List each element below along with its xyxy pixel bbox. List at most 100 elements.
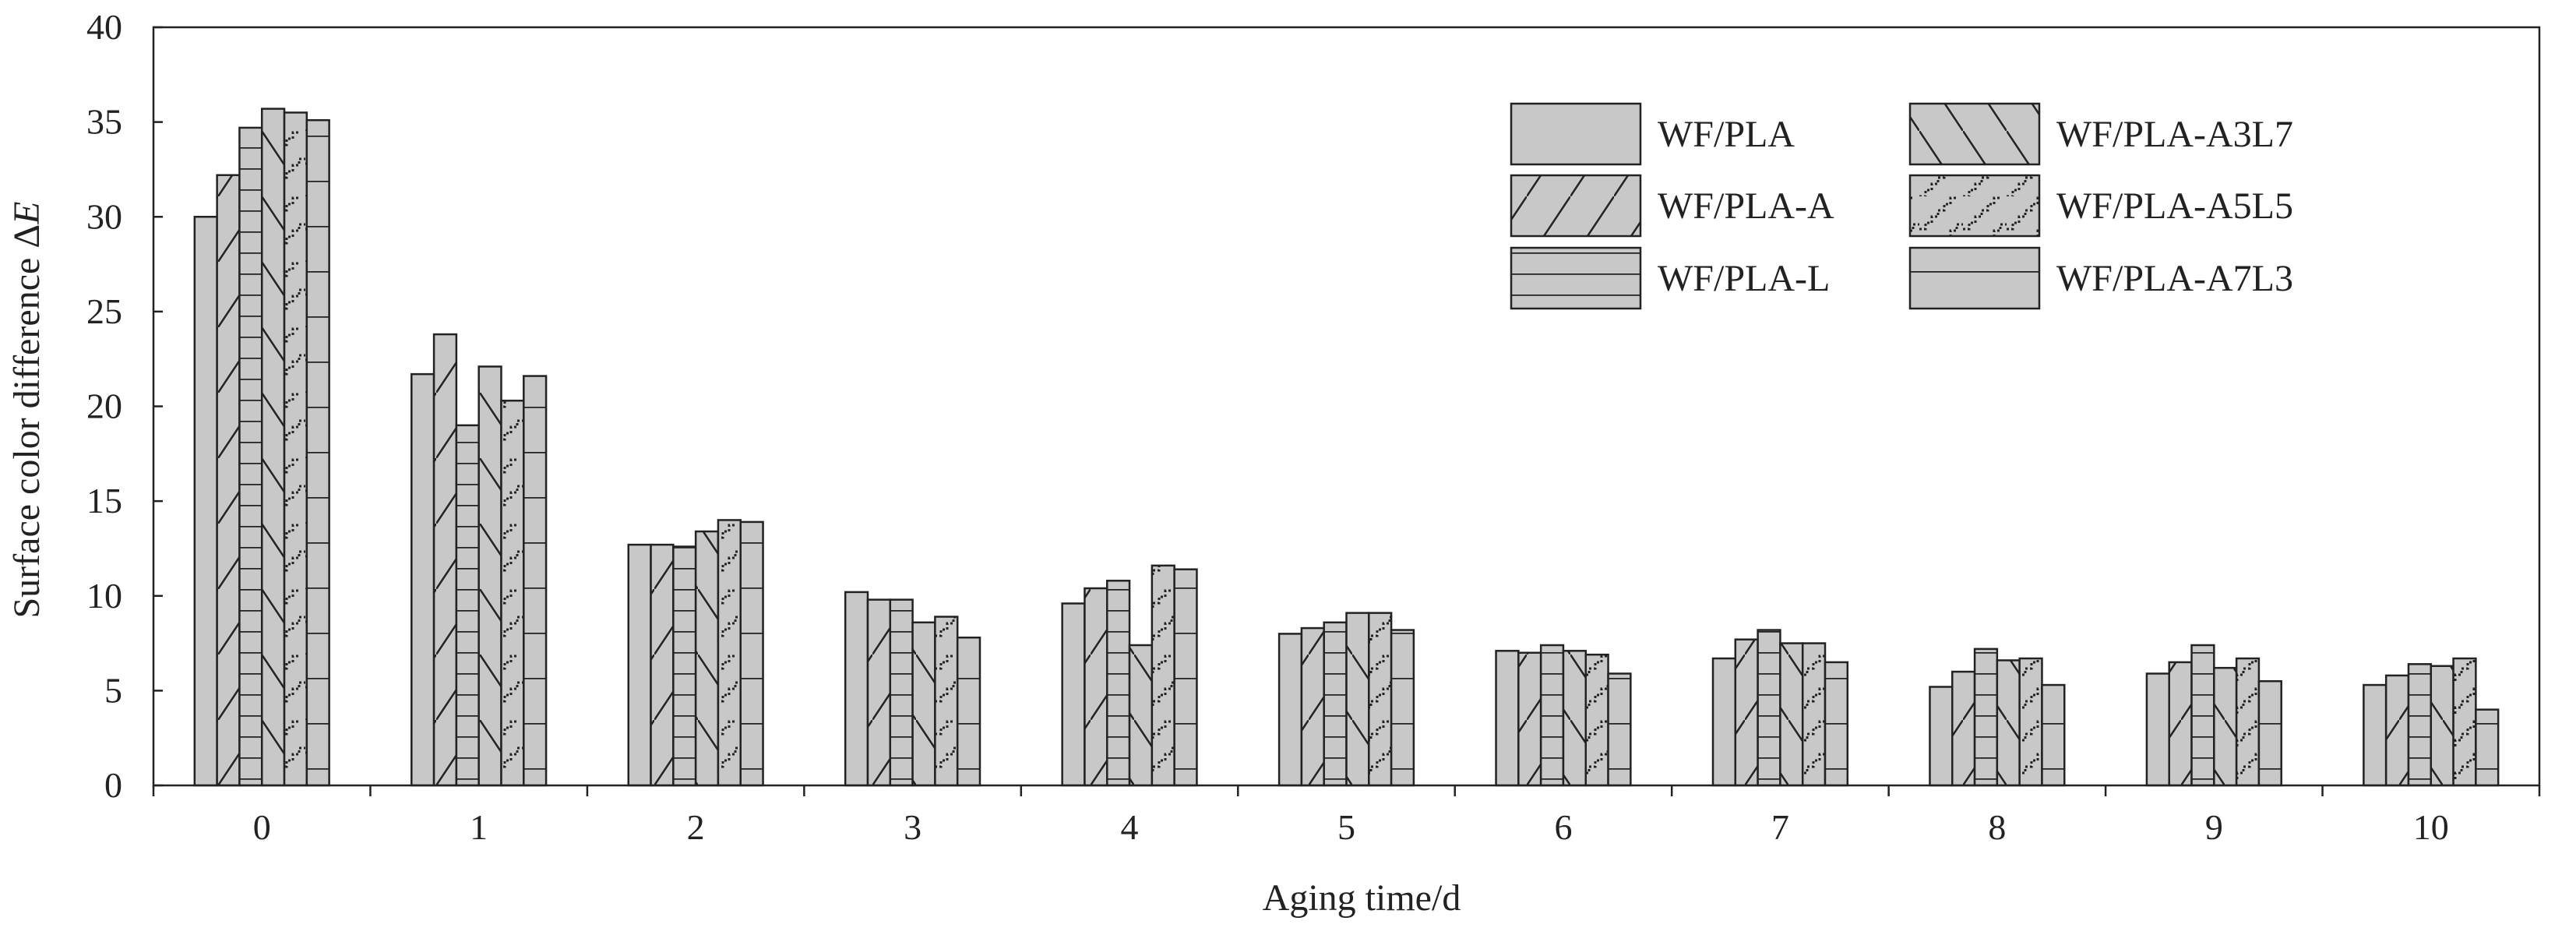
bar-wf-pla-a7l3-day-2 [739,520,764,787]
x-tick-label: 10 [2413,807,2449,847]
bar-wf-pla-a7l3-day-9 [2257,679,2282,787]
bar-wf-pla-l-day-0 [238,126,263,787]
bar-wf-pla-a7l3-day-3 [956,637,981,787]
bar-wf-pla-a5l5-day-6 [1584,653,1609,787]
legend-label-wf-pla: WF/PLA [1658,114,1795,155]
bar-wf-pla-a7l3-day-0 [305,118,330,787]
y-tick-label: 30 [86,196,122,236]
y-tick-label: 35 [86,102,122,142]
y-tick-label: 15 [86,481,122,520]
bar-wf-pla-a-day-5 [1300,626,1325,787]
bar-wf-pla-day-9 [2145,672,2170,787]
legend-swatch-wf-pla-a7l3 [1908,246,2041,310]
x-tick-label: 3 [904,807,922,847]
bar-wf-pla-l-day-9 [2190,644,2215,787]
y-tick-label: 5 [104,670,122,710]
bar-wf-pla-a5l5-day-0 [283,111,308,787]
bar-wf-pla-day-10 [2363,683,2387,787]
y-tick-label: 40 [86,7,122,47]
bar-wf-pla-l-day-4 [1106,580,1131,787]
bar-wf-pla-day-5 [1277,633,1303,787]
y-tick-label: 10 [86,576,122,616]
bar-wf-pla-a3l7-day-4 [1128,644,1154,787]
legend-swatch-wf-pla-a [1510,174,1642,238]
bar-wf-pla-l-day-7 [1757,629,1781,787]
bar-wf-pla-a3l7-day-10 [2430,665,2454,787]
axis-layer: 0 5 10 15 20 25 30 35 40 0 1 2 3 4 5 6 7 8 9 10 [86,7,2541,847]
bar-wf-pla-l-day-1 [455,424,480,787]
x-tick-label: 6 [1554,807,1572,847]
x-axis-label: Aging time/d [1263,877,1461,919]
bar-wf-pla-l-day-10 [2407,663,2433,787]
bar-wf-pla-a-day-8 [1951,670,1976,787]
bar-wf-pla-a-day-2 [650,543,675,787]
bar-wf-pla-day-1 [411,372,435,787]
x-tick-label: 9 [2205,807,2223,847]
bar-wf-pla-l-day-3 [889,598,914,787]
bar-wf-pla-a5l5-day-3 [934,616,959,787]
bar-wf-pla-a3l7-day-0 [260,108,286,787]
x-tick-label: 8 [1988,807,2006,847]
legend-label-wf-pla-a5l5: WF/PLA-A5L5 [2056,185,2293,227]
bar-wf-pla-a-day-6 [1517,651,1542,787]
x-tick-label: 1 [470,807,488,847]
bar-wf-pla-a-day-0 [216,174,241,787]
bar-wf-pla-a7l3-day-6 [1607,672,1632,787]
bar-wf-pla-day-0 [193,216,218,787]
bar-wf-pla-l-day-6 [1539,644,1565,787]
bar-wf-pla-l-day-8 [1973,647,1999,787]
bars-layer [193,108,2500,787]
legend-label-wf-pla-a3l7: WF/PLA-A3L7 [2056,114,2293,155]
bar-wf-pla-a3l7-day-3 [911,621,936,787]
bar-wf-pla-a-day-1 [432,333,458,787]
bar-wf-pla-a5l5-day-7 [1801,642,1827,787]
bar-wf-pla-day-3 [844,591,869,787]
bar-wf-pla-a5l5-day-10 [2452,657,2477,787]
bar-wf-pla-a3l7-day-2 [694,530,720,787]
x-tick-label: 7 [1771,807,1789,847]
bar-wf-pla-day-7 [1711,657,1737,787]
legend-label-wf-pla-l: WF/PLA-L [1658,258,1830,299]
bar-wf-pla-a7l3-day-10 [2475,708,2500,787]
legend-label-wf-pla-a7l3: WF/PLA-A7L3 [2056,258,2293,299]
bar-wf-pla-a5l5-day-5 [1368,612,1393,787]
x-tick-label: 0 [253,807,271,847]
x-tick-label: 5 [1337,807,1355,847]
bar-wf-pla-a3l7-day-6 [1562,650,1587,787]
bar-wf-pla-a5l5-day-9 [2235,657,2261,787]
legend-swatch-wf-pla-l [1510,246,1642,310]
bar-wf-pla-a3l7-day-1 [477,365,502,787]
bar-wf-pla-a-day-7 [1734,638,1759,787]
bar-wf-pla-a7l3-day-1 [523,375,548,787]
bar-wf-pla-a5l5-day-4 [1151,564,1175,787]
bar-wf-pla-a3l7-day-8 [1996,659,2021,787]
bar-wf-pla-a5l5-day-8 [2018,657,2043,787]
x-tick-label: 2 [687,807,705,847]
bar-wf-pla-day-6 [1495,650,1520,787]
legend-swatch-wf-pla-a5l5 [1908,174,2041,238]
bar-wf-pla-a3l7-day-7 [1779,642,1804,787]
bar-wf-pla-a7l3-day-7 [1824,661,1849,787]
bar-wf-pla-a-day-10 [2384,674,2410,787]
bar-wf-pla-l-day-5 [1323,621,1348,787]
y-axis-label: Surface color difference ΔE [6,201,48,618]
bar-wf-pla-a-day-4 [1084,587,1108,787]
legend-swatch-wf-pla [1510,102,1642,166]
legend: WF/PLA WF/PLA-A WF/PLA-L WF/PLA-A3L7 WF/PLA-… [1510,102,2293,310]
bar-wf-pla-day-4 [1061,602,1086,787]
bar-wf-pla-a-day-3 [866,598,892,787]
bar-wf-pla-a3l7-day-9 [2213,666,2238,787]
x-tick-label: 4 [1121,807,1139,847]
y-tick-label: 0 [104,765,122,805]
bar-wf-pla-day-2 [627,543,652,787]
bar-wf-pla-a3l7-day-5 [1345,612,1370,787]
legend-label-wf-pla-a: WF/PLA-A [1658,185,1834,227]
legend-swatch-wf-pla-a3l7 [1908,102,2041,166]
bar-wf-pla-a7l3-day-8 [2041,683,2066,787]
bar-wf-pla-a5l5-day-1 [500,399,525,787]
y-tick-label: 25 [86,291,122,331]
bar-wf-pla-a7l3-day-5 [1390,629,1415,787]
bar-wf-pla-l-day-2 [672,545,697,787]
bar-wf-pla-day-8 [1929,686,1954,787]
